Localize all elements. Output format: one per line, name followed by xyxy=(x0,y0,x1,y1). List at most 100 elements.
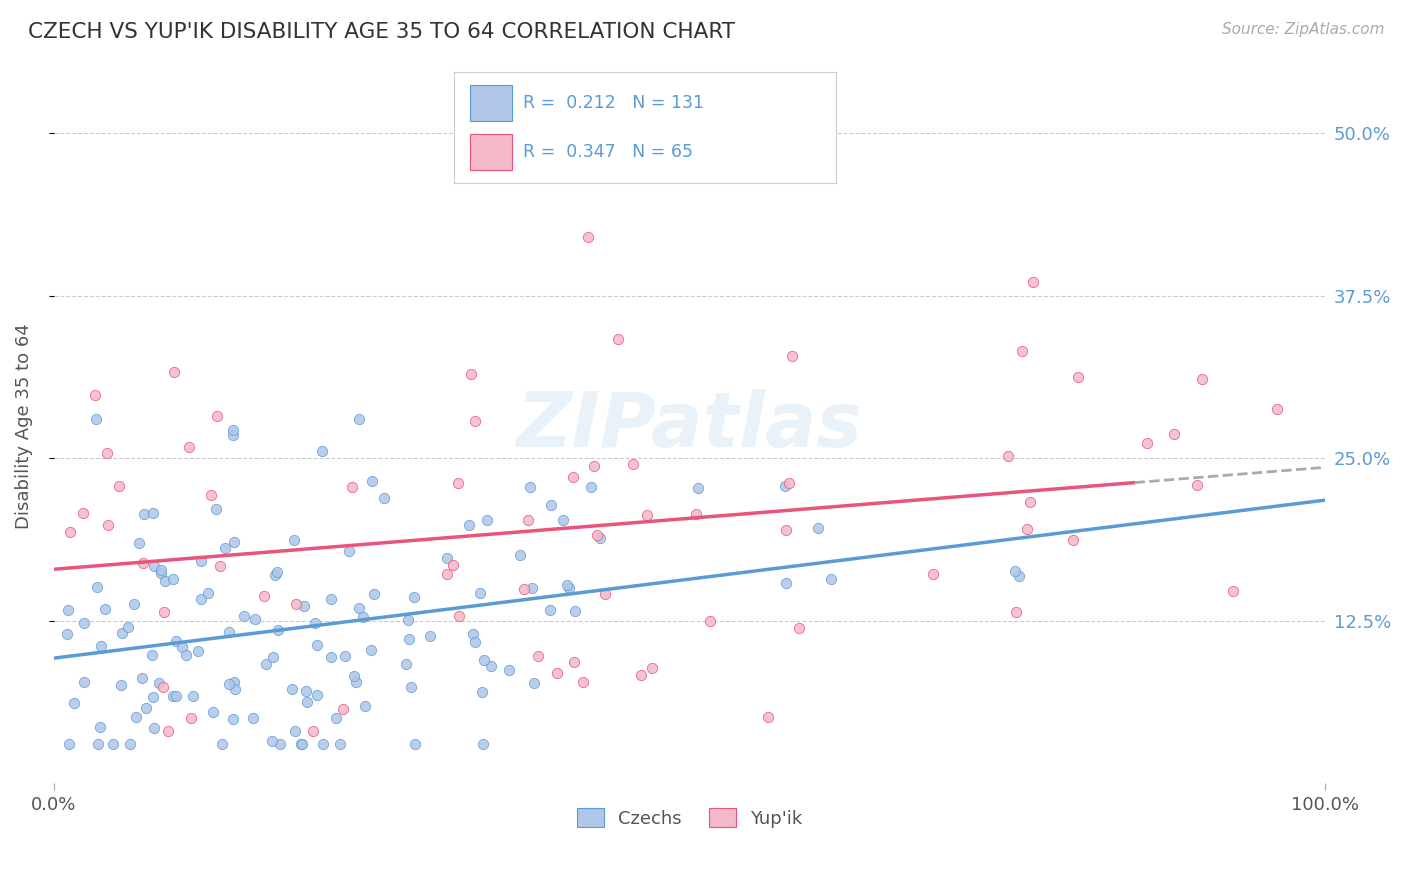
Point xyxy=(208,558,231,573)
Point xyxy=(1067,369,1090,384)
Point xyxy=(224,681,246,696)
Point xyxy=(143,722,166,736)
Point xyxy=(218,624,240,639)
Point xyxy=(264,568,287,582)
Point xyxy=(181,690,204,704)
Point xyxy=(311,444,333,458)
Point xyxy=(581,479,603,493)
Point xyxy=(756,710,779,724)
Point xyxy=(222,535,245,549)
Point xyxy=(457,518,479,533)
Point xyxy=(1222,583,1244,598)
Point xyxy=(436,566,458,581)
Point xyxy=(90,639,112,653)
Point xyxy=(165,634,187,648)
Point xyxy=(685,507,707,521)
Point xyxy=(360,642,382,657)
Point xyxy=(775,523,797,537)
Point xyxy=(190,554,212,568)
Point xyxy=(131,672,153,686)
Point xyxy=(312,737,335,751)
Point xyxy=(56,626,79,640)
Point xyxy=(807,521,830,535)
Point xyxy=(636,508,658,523)
Point xyxy=(232,609,254,624)
Point xyxy=(128,536,150,550)
Point xyxy=(337,544,360,558)
Point xyxy=(464,635,486,649)
Point xyxy=(170,640,193,654)
Point xyxy=(290,737,312,751)
Point xyxy=(353,698,375,713)
Point xyxy=(621,458,644,472)
Point xyxy=(449,609,471,624)
Point xyxy=(211,737,233,751)
Point xyxy=(922,567,945,582)
Point xyxy=(335,648,357,663)
Point xyxy=(641,661,664,675)
Point xyxy=(132,507,155,521)
Point xyxy=(1005,605,1028,619)
Point xyxy=(86,580,108,594)
Text: CZECH VS YUP'IK DISABILITY AGE 35 TO 64 CORRELATION CHART: CZECH VS YUP'IK DISABILITY AGE 35 TO 64 … xyxy=(28,22,735,42)
Point xyxy=(513,582,536,596)
Point xyxy=(461,626,484,640)
Point xyxy=(498,664,520,678)
Point xyxy=(699,614,721,628)
Point xyxy=(142,506,165,520)
Point xyxy=(509,548,531,562)
Point xyxy=(302,724,325,739)
Point xyxy=(441,558,464,572)
Point xyxy=(419,629,441,643)
Point xyxy=(688,481,710,495)
Point xyxy=(343,669,366,683)
Point xyxy=(562,655,585,669)
Point xyxy=(471,737,494,751)
Point xyxy=(148,676,170,690)
Point xyxy=(285,597,308,611)
Point xyxy=(254,657,277,672)
Point xyxy=(340,480,363,494)
Point xyxy=(347,601,370,615)
Point xyxy=(132,556,155,570)
Point xyxy=(200,488,222,502)
Point xyxy=(398,632,420,647)
Legend: Czechs, Yup'ik: Czechs, Yup'ik xyxy=(569,801,810,835)
Point xyxy=(546,666,568,681)
Point xyxy=(630,668,652,682)
Point xyxy=(538,602,561,616)
Point xyxy=(153,605,176,619)
Point xyxy=(787,621,810,635)
Point xyxy=(305,638,328,652)
Point xyxy=(593,587,616,601)
Point xyxy=(307,688,329,702)
Point xyxy=(775,478,797,492)
Point xyxy=(373,491,395,505)
Point xyxy=(111,626,134,640)
Point xyxy=(267,623,290,637)
Point xyxy=(479,658,502,673)
Point xyxy=(295,695,318,709)
Point xyxy=(347,411,370,425)
Point xyxy=(516,513,538,527)
Text: Source: ZipAtlas.com: Source: ZipAtlas.com xyxy=(1222,22,1385,37)
Point xyxy=(527,648,550,663)
Point xyxy=(775,576,797,591)
Point xyxy=(576,230,599,244)
Point xyxy=(1018,495,1040,509)
Point xyxy=(558,581,581,595)
Point xyxy=(1185,478,1208,492)
Point xyxy=(73,615,96,630)
Point xyxy=(295,684,318,698)
Text: ZIPatlas: ZIPatlas xyxy=(516,389,862,463)
Point xyxy=(63,696,86,710)
Point xyxy=(125,710,148,724)
Point xyxy=(321,592,343,607)
Point xyxy=(260,734,283,748)
Point xyxy=(562,470,585,484)
Point xyxy=(522,581,544,595)
Point xyxy=(332,701,354,715)
Point xyxy=(141,648,163,662)
Point xyxy=(402,591,425,605)
Point xyxy=(153,574,176,588)
